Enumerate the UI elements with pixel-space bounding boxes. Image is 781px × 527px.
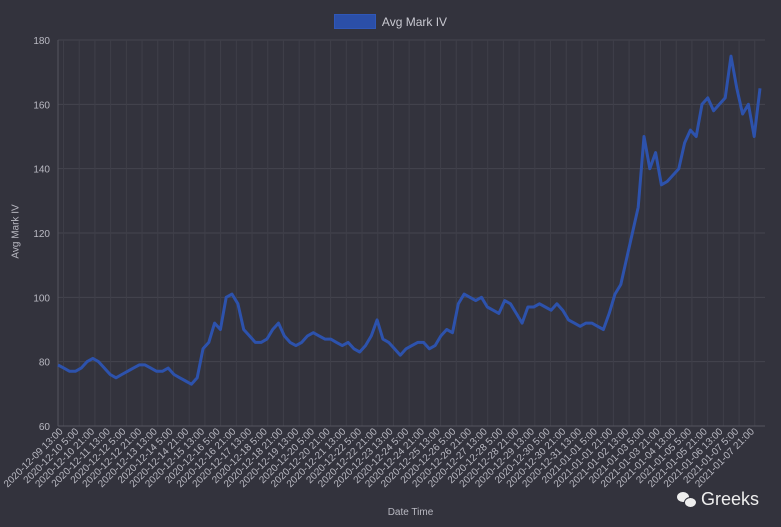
y-tick-label: 140: [33, 165, 50, 176]
y-tick-label: 160: [33, 100, 50, 111]
wechat-icon: [676, 491, 697, 508]
x-axis-title: Date Time: [387, 507, 434, 518]
legend-swatch[interactable]: [333, 14, 376, 29]
y-tick-label: 100: [33, 293, 50, 304]
series-line-avg-mark-iv: [57, 54, 762, 386]
legend[interactable]: Avg Mark IV: [0, 14, 781, 29]
legend-label[interactable]: Avg Mark IV: [381, 14, 448, 29]
y-axis-title: Avg Mark IV: [10, 204, 22, 259]
y-tick-label: 60: [39, 422, 51, 433]
y-tick-label: 180: [33, 36, 50, 47]
y-tick-label: 120: [33, 229, 50, 240]
y-tick-label: 80: [39, 358, 51, 369]
watermark: Greeks: [676, 489, 759, 510]
watermark-text: Greeks: [700, 489, 759, 509]
